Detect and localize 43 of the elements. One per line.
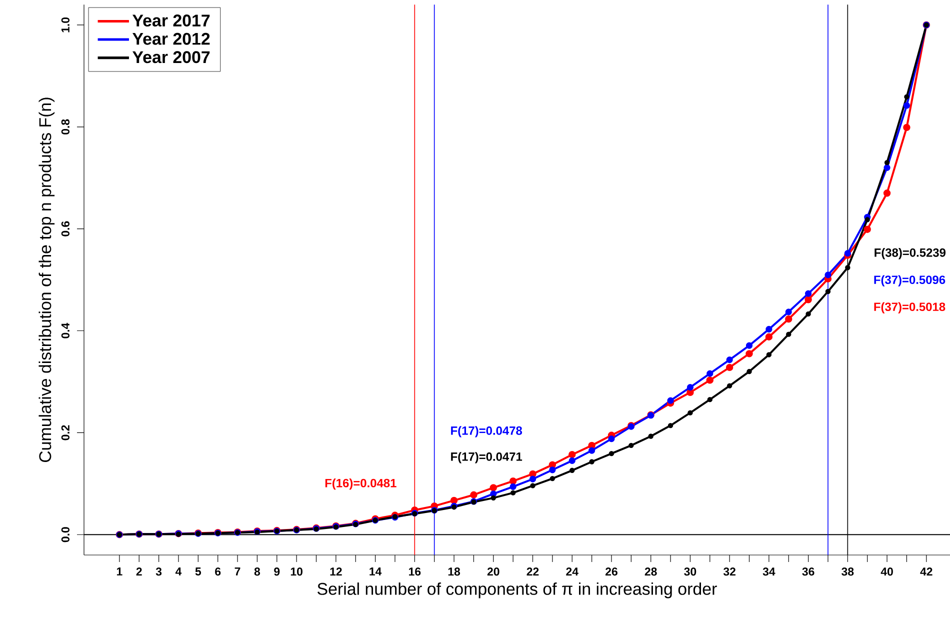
x-tick-label: 22 xyxy=(526,568,539,576)
x-tick-label: 9 xyxy=(274,568,280,576)
y-tick-label: 0.2 xyxy=(61,425,70,440)
x-tick-label: 18 xyxy=(448,568,460,576)
x-tick-label: 28 xyxy=(644,568,657,576)
x-tick-label: 12 xyxy=(330,568,342,576)
x-tick-label: 32 xyxy=(723,568,736,576)
x-tick-label: 42 xyxy=(920,568,932,576)
x-tick-label: 14 xyxy=(370,568,382,576)
x-tick-label: 5 xyxy=(195,568,202,576)
x-tick-label: 7 xyxy=(234,568,240,576)
x-axis-title: Serial number of components of π in increasing order xyxy=(318,582,717,598)
y-axis-title: Cumulative distribution of the top n products F(n) xyxy=(38,98,55,462)
x-tick-label: 34 xyxy=(762,568,776,576)
y-tick-label: 0.8 xyxy=(61,119,70,134)
x-tick-label: 38 xyxy=(842,568,854,576)
y-tick-label: 0.6 xyxy=(61,221,70,236)
x-tick-label: 3 xyxy=(156,568,162,576)
annotation: F(16)=0.0481 xyxy=(325,478,396,490)
x-tick-label: 26 xyxy=(605,568,618,576)
y-tick-label: 0.0 xyxy=(61,527,70,542)
legend-label: Year 2012 xyxy=(132,32,210,45)
legend-label: Year 2007 xyxy=(132,51,210,64)
annotation: F(37)=0.5096 xyxy=(874,275,946,286)
x-tick-label: 6 xyxy=(215,568,221,576)
x-tick-label: 24 xyxy=(566,568,578,576)
x-tick-label: 40 xyxy=(880,568,893,576)
x-tick-label: 2 xyxy=(136,568,142,576)
x-tick-label: 1 xyxy=(116,568,122,576)
x-tick-label: 10 xyxy=(290,568,302,576)
x-tick-label: 36 xyxy=(802,568,814,576)
x-tick-label: 8 xyxy=(254,568,260,576)
annotation: F(17)=0.0471 xyxy=(451,452,522,464)
x-tick-label: 16 xyxy=(409,568,421,576)
legend-label: Year 2017 xyxy=(132,14,210,27)
x-tick-label: 4 xyxy=(175,568,182,576)
x-tick-label: 30 xyxy=(684,568,696,576)
y-tick-label: 0.4 xyxy=(61,322,70,338)
annotation: F(17)=0.0478 xyxy=(451,426,522,438)
x-tick-label: 20 xyxy=(487,568,500,576)
y-tick-label: 1.0 xyxy=(61,17,70,32)
annotation: F(38)=0.5239 xyxy=(874,248,946,260)
annotation: F(37)=0.5018 xyxy=(874,302,946,314)
